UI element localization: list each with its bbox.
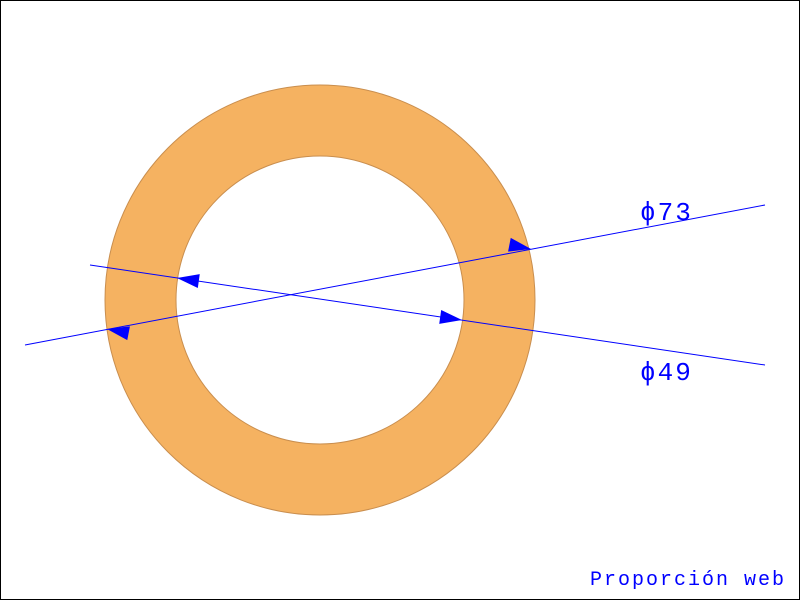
- dimension-arrowhead: [439, 310, 462, 324]
- diagram-canvas: ϕ73 ϕ49 Proporción web 1:2: [0, 0, 800, 600]
- scale-label: Proporción web 1:2: [590, 569, 800, 592]
- dimension-label: ϕ73: [640, 198, 693, 228]
- dimension-label: ϕ49: [640, 358, 693, 388]
- dimension-arrowhead: [177, 274, 200, 288]
- ring-profile: [105, 85, 535, 515]
